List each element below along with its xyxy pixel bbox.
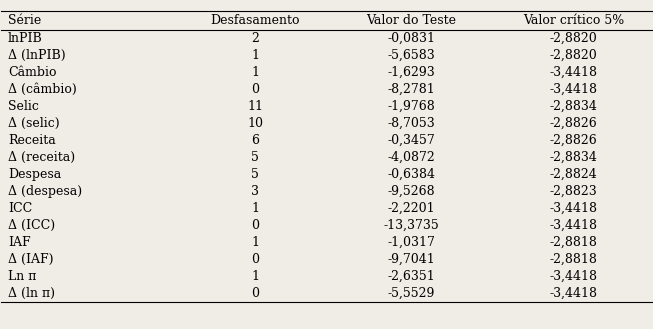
Text: 0: 0: [251, 287, 259, 299]
Text: 2: 2: [251, 32, 259, 45]
Text: 1: 1: [251, 236, 259, 249]
Text: Receita: Receita: [8, 134, 56, 147]
Text: -1,9768: -1,9768: [387, 100, 435, 113]
Text: 5: 5: [251, 151, 259, 164]
Text: ICC: ICC: [8, 202, 32, 215]
Text: Δ (lnPIB): Δ (lnPIB): [8, 49, 65, 62]
Text: -9,7041: -9,7041: [387, 253, 435, 266]
Text: -5,6583: -5,6583: [387, 49, 435, 62]
Text: Selic: Selic: [8, 100, 39, 113]
Text: -2,8818: -2,8818: [550, 236, 597, 249]
Text: -0,6384: -0,6384: [387, 168, 435, 181]
Text: Valor crítico 5%: Valor crítico 5%: [523, 14, 624, 27]
Text: IAF: IAF: [8, 236, 31, 249]
Text: -1,6293: -1,6293: [387, 66, 435, 79]
Text: -2,8826: -2,8826: [550, 134, 597, 147]
Text: Série: Série: [8, 14, 41, 27]
Text: -8,2781: -8,2781: [387, 83, 435, 96]
Text: 10: 10: [247, 117, 263, 130]
Text: 0: 0: [251, 253, 259, 266]
Text: -9,5268: -9,5268: [387, 185, 435, 198]
Text: -2,8826: -2,8826: [550, 117, 597, 130]
Text: -0,3457: -0,3457: [387, 134, 435, 147]
Text: -2,8834: -2,8834: [550, 151, 597, 164]
Text: -2,8834: -2,8834: [550, 100, 597, 113]
Text: -2,8820: -2,8820: [550, 32, 597, 45]
Text: 1: 1: [251, 202, 259, 215]
Text: Δ (ln π): Δ (ln π): [8, 287, 55, 299]
Text: -3,4418: -3,4418: [550, 219, 597, 232]
Text: -0,0831: -0,0831: [387, 32, 435, 45]
Text: -3,4418: -3,4418: [550, 83, 597, 96]
Text: Δ (IAF): Δ (IAF): [8, 253, 54, 266]
Text: Δ (câmbio): Δ (câmbio): [8, 83, 76, 96]
Text: -2,2201: -2,2201: [387, 202, 435, 215]
Text: 0: 0: [251, 219, 259, 232]
Text: Desfasamento: Desfasamento: [210, 14, 300, 27]
Text: 3: 3: [251, 185, 259, 198]
Text: lnPIB: lnPIB: [8, 32, 42, 45]
Text: 1: 1: [251, 66, 259, 79]
Text: Câmbio: Câmbio: [8, 66, 56, 79]
Text: 5: 5: [251, 168, 259, 181]
Text: 11: 11: [247, 100, 263, 113]
Text: -1,0317: -1,0317: [387, 236, 435, 249]
Text: -4,0872: -4,0872: [387, 151, 435, 164]
Text: Δ (ICC): Δ (ICC): [8, 219, 55, 232]
Text: -3,4418: -3,4418: [550, 202, 597, 215]
Text: Δ (receita): Δ (receita): [8, 151, 75, 164]
Text: -2,8818: -2,8818: [550, 253, 597, 266]
Text: -3,4418: -3,4418: [550, 66, 597, 79]
Text: Δ (selic): Δ (selic): [8, 117, 59, 130]
Text: -2,6351: -2,6351: [387, 269, 435, 283]
Text: Δ (despesa): Δ (despesa): [8, 185, 82, 198]
Text: -2,8824: -2,8824: [550, 168, 597, 181]
Text: -3,4418: -3,4418: [550, 287, 597, 299]
Text: Valor do Teste: Valor do Teste: [366, 14, 456, 27]
Text: 6: 6: [251, 134, 259, 147]
Text: Ln π: Ln π: [8, 269, 37, 283]
Text: -8,7053: -8,7053: [387, 117, 435, 130]
Text: -13,3735: -13,3735: [383, 219, 439, 232]
Text: -3,4418: -3,4418: [550, 269, 597, 283]
Text: -5,5529: -5,5529: [387, 287, 435, 299]
Text: 0: 0: [251, 83, 259, 96]
Text: -2,8823: -2,8823: [550, 185, 597, 198]
Text: 1: 1: [251, 49, 259, 62]
Text: -2,8820: -2,8820: [550, 49, 597, 62]
Text: 1: 1: [251, 269, 259, 283]
Text: Despesa: Despesa: [8, 168, 61, 181]
